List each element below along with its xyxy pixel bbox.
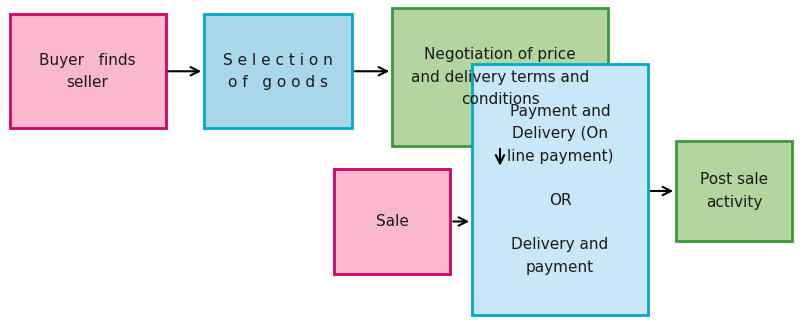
FancyBboxPatch shape (676, 141, 792, 241)
Text: Negotiation of price
and delivery terms and
conditions: Negotiation of price and delivery terms … (411, 47, 589, 107)
Text: Post sale
activity: Post sale activity (700, 172, 768, 210)
Text: Sale: Sale (376, 214, 409, 229)
Text: Payment and
Delivery (On
line payment)

OR

Delivery and
payment: Payment and Delivery (On line payment) O… (506, 104, 614, 274)
FancyBboxPatch shape (10, 14, 166, 128)
FancyBboxPatch shape (204, 14, 352, 128)
Text: S e l e c t i o n
o f   g o o d s: S e l e c t i o n o f g o o d s (223, 53, 333, 90)
FancyBboxPatch shape (392, 8, 608, 146)
FancyBboxPatch shape (472, 64, 648, 315)
FancyBboxPatch shape (334, 169, 450, 274)
Text: Buyer   finds
seller: Buyer finds seller (39, 53, 136, 90)
